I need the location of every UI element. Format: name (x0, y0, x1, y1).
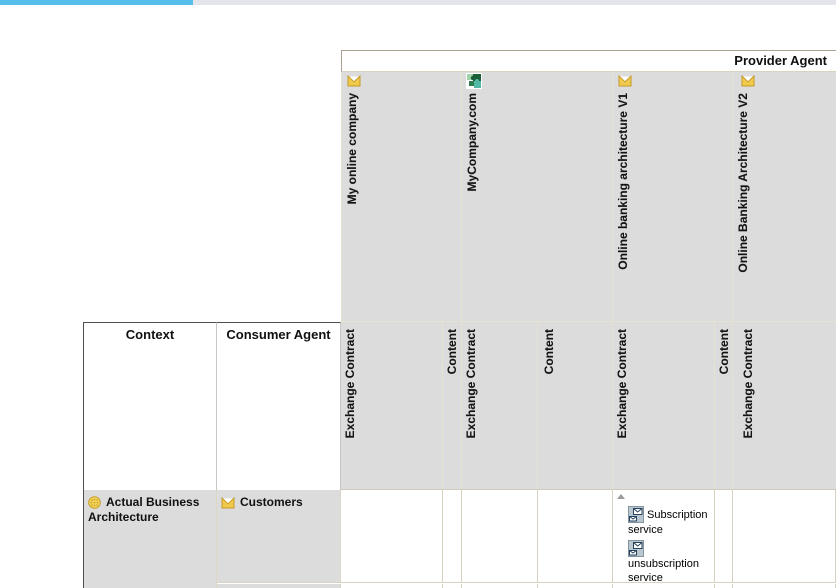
service-icon (628, 506, 644, 523)
row-label-customers[interactable]: Customers (217, 490, 341, 583)
context-header: Context (83, 322, 217, 490)
matrix-cell[interactable] (538, 584, 613, 588)
context-label: Context (125, 327, 175, 342)
progress-bar-fill (0, 0, 193, 5)
matrix-cell[interactable] (462, 584, 538, 588)
service-label: Subscription service (628, 509, 708, 536)
subheader-exchange-contract[interactable]: Exchange Contract (462, 322, 538, 490)
service-label: unsubscription service (628, 558, 699, 584)
service-icon (628, 540, 644, 557)
row-context-label: Actual Business Architecture (88, 495, 200, 524)
row-label-next[interactable] (217, 584, 341, 588)
package-icon (741, 74, 755, 87)
subheader-label: Content (717, 329, 731, 375)
provider-label: My online company (345, 93, 359, 205)
matrix-cell[interactable] (443, 490, 462, 583)
service-item[interactable]: Subscription service (628, 506, 716, 537)
package-icon (347, 74, 361, 87)
matrix-cell[interactable] (341, 490, 443, 583)
subheader-label: Exchange Contract (343, 329, 357, 439)
matrix-cell[interactable] (715, 490, 733, 583)
matrix-cell[interactable] (443, 584, 462, 588)
folder-icon (221, 496, 235, 509)
provider-agent-label: Provider Agent (734, 53, 827, 68)
service-item[interactable]: unsubscription service (628, 540, 716, 585)
matrix-cell-v1-exchange-contract[interactable]: Subscription service unsubscription serv… (613, 490, 716, 585)
row-label-actual-business-architecture[interactable]: Actual Business Architecture (83, 490, 217, 588)
subheader-label: Content (542, 329, 556, 375)
subheader-content[interactable]: Content (443, 322, 462, 490)
scroll-up-icon[interactable] (617, 494, 625, 499)
provider-header-online-banking-v1[interactable]: Online banking architecture V1 (613, 72, 733, 322)
provider-header-my-online-company[interactable]: My online company (341, 72, 462, 322)
row-consumer-label: Customers (240, 495, 303, 509)
consumer-agent-header: Consumer Agent (217, 322, 341, 490)
subheader-content[interactable]: Content (715, 322, 733, 490)
provider-label: Online banking architecture V1 (616, 93, 630, 270)
matrix-cell[interactable] (733, 490, 836, 583)
matrix-cell[interactable] (733, 584, 836, 588)
puzzle-icon (466, 73, 482, 89)
provider-header-mycompany-com[interactable]: MyCompany.com (462, 72, 613, 322)
matrix-cell[interactable] (341, 584, 443, 588)
consumer-agent-label: Consumer Agent (226, 327, 331, 342)
subheader-exchange-contract[interactable]: Exchange Contract (733, 322, 836, 490)
progress-bar-track (193, 0, 836, 5)
subheader-exchange-contract[interactable]: Exchange Contract (341, 322, 443, 490)
subheader-label: Exchange Contract (464, 329, 478, 439)
matrix-cell[interactable] (715, 584, 733, 588)
matrix-cell[interactable] (538, 490, 613, 583)
subheader-label: Exchange Contract (615, 329, 629, 439)
provider-label: MyCompany.com (465, 93, 479, 192)
provider-label: Online Banking Architecture V2 (736, 93, 750, 273)
business-architecture-icon (88, 496, 101, 509)
subheader-content[interactable]: Content (538, 322, 613, 490)
package-icon (618, 74, 632, 87)
subheader-exchange-contract[interactable]: Exchange Contract (613, 322, 715, 490)
subheader-label: Content (445, 329, 459, 375)
subheader-label: Exchange Contract (741, 329, 755, 439)
matrix-cell[interactable] (462, 490, 538, 583)
matrix-cell[interactable] (613, 584, 715, 588)
provider-agent-header: Provider Agent (341, 50, 836, 72)
provider-header-online-banking-v2[interactable]: Online Banking Architecture V2 (733, 72, 836, 322)
